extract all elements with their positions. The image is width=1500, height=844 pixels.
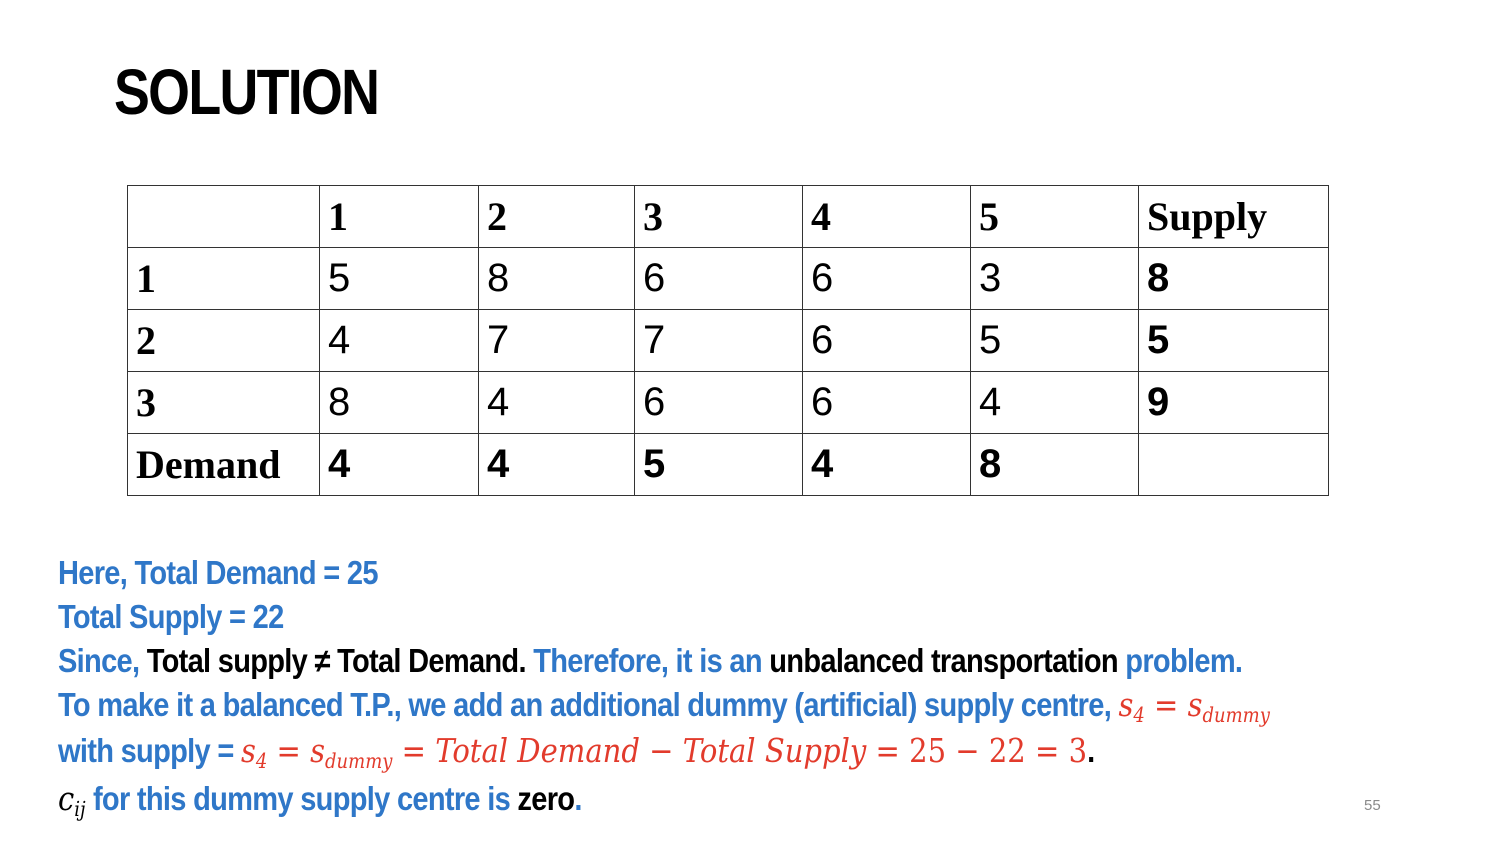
cost-cell: 6 xyxy=(634,371,803,434)
column-header: 1 xyxy=(319,185,479,248)
row-label: 1 xyxy=(127,247,320,310)
math-sub: 4 xyxy=(255,749,268,774)
math-c: c xyxy=(58,779,75,818)
zero-term: zero xyxy=(517,780,575,817)
math-s: s xyxy=(310,731,326,770)
dummy-centre-line: To make it a balanced T.P., we add an ad… xyxy=(58,683,1308,727)
table-row: 2 4 7 7 6 5 5 xyxy=(127,309,1329,372)
total-supply-line: Total Supply = 22 xyxy=(58,598,284,635)
table-header-row: 1 2 3 4 5 Supply xyxy=(127,185,1329,248)
cost-cell: 7 xyxy=(478,309,635,372)
column-header: 4 xyxy=(802,185,971,248)
row-label: 3 xyxy=(127,371,320,434)
since-text: Since, xyxy=(58,642,147,679)
with-supply-text: with supply = xyxy=(58,732,241,769)
dummy-supply-line: with supply = s4 = sdummy = Total Demand… xyxy=(58,727,1308,775)
column-header: 5 xyxy=(970,185,1139,248)
cost-cell: 6 xyxy=(802,309,971,372)
cost-cell: 5 xyxy=(970,309,1139,372)
column-header: 2 xyxy=(478,185,635,248)
math-s: s xyxy=(1187,685,1203,724)
supply-cell: 8 xyxy=(1138,247,1329,310)
demand-supply-cell xyxy=(1138,433,1329,496)
math-equals: = xyxy=(1144,685,1188,724)
demand-cell: 4 xyxy=(802,433,971,496)
unbalanced-line: Since, Total supply ≠ Total Demand. Ther… xyxy=(58,639,1308,683)
slide-title: SOLUTION xyxy=(114,56,380,128)
table-corner-cell xyxy=(127,185,320,248)
cost-cell: 8 xyxy=(478,247,635,310)
math-sub: dummy xyxy=(325,749,393,774)
cost-cell: 8 xyxy=(319,371,479,434)
cost-cell: 6 xyxy=(802,371,971,434)
cost-cell: 3 xyxy=(970,247,1139,310)
row-label: 2 xyxy=(127,309,320,372)
balance-text: To make it a balanced T.P., we add an ad… xyxy=(58,686,1119,723)
demand-cell: 5 xyxy=(634,433,803,496)
therefore-text: Therefore, it is an xyxy=(533,642,770,679)
demand-row: Demand 4 4 5 4 8 xyxy=(127,433,1329,496)
math-s-dummy: sdummy xyxy=(310,731,393,774)
cost-cell: 4 xyxy=(478,371,635,434)
supply-cell: 9 xyxy=(1138,371,1329,434)
math-cij: cij xyxy=(58,779,86,822)
problem-text: problem. xyxy=(1125,642,1243,679)
line-end-period: . xyxy=(1087,732,1095,769)
transportation-table: 1 2 3 4 5 Supply 1 5 8 6 6 3 8 2 4 7 7 6… xyxy=(127,185,1329,496)
demand-cell: 8 xyxy=(970,433,1139,496)
column-header: 3 xyxy=(634,185,803,248)
math-expression: = Total Demand − Total Supply xyxy=(392,731,867,770)
demand-cell: 4 xyxy=(319,433,479,496)
math-s-dummy: sdummy xyxy=(1187,685,1270,728)
cost-cell: 5 xyxy=(319,247,479,310)
column-header-supply: Supply xyxy=(1138,185,1329,248)
cost-cell: 6 xyxy=(802,247,971,310)
math-sub: 4 xyxy=(1133,703,1145,728)
line-end-period: . xyxy=(574,780,582,817)
math-sub: dummy xyxy=(1202,703,1270,728)
table-row: 1 5 8 6 6 3 8 xyxy=(127,247,1329,310)
cost-cell: 7 xyxy=(634,309,803,372)
cost-cell: 4 xyxy=(970,371,1139,434)
math-s: s xyxy=(240,731,256,770)
math-s4: s4 xyxy=(1118,685,1145,728)
math-equals: = xyxy=(267,731,311,770)
demand-label: Demand xyxy=(127,433,320,496)
table-row: 3 8 4 6 6 4 9 xyxy=(127,371,1329,434)
zero-cost-line: cij for this dummy supply centre is zero… xyxy=(58,775,1308,823)
total-demand-line: Here, Total Demand = 25 xyxy=(58,554,378,591)
solution-explanation: Here, Total Demand = 25 Total Supply = 2… xyxy=(58,551,1308,823)
cost-cell: 4 xyxy=(319,309,479,372)
math-s: s xyxy=(1118,685,1134,724)
supply-cell: 5 xyxy=(1138,309,1329,372)
math-sub: ij xyxy=(74,797,86,822)
dummy-cost-text: for this dummy supply centre is xyxy=(85,780,518,817)
unbalanced-term: unbalanced transportation xyxy=(769,642,1126,679)
math-s4: s4 xyxy=(240,731,268,774)
inequality-text: Total supply ≠ Total Demand. xyxy=(146,642,534,679)
page-number: 55 xyxy=(1364,797,1381,814)
demand-cell: 4 xyxy=(478,433,635,496)
cost-cell: 6 xyxy=(634,247,803,310)
math-result: = 25 − 22 = 3 xyxy=(866,731,1088,770)
